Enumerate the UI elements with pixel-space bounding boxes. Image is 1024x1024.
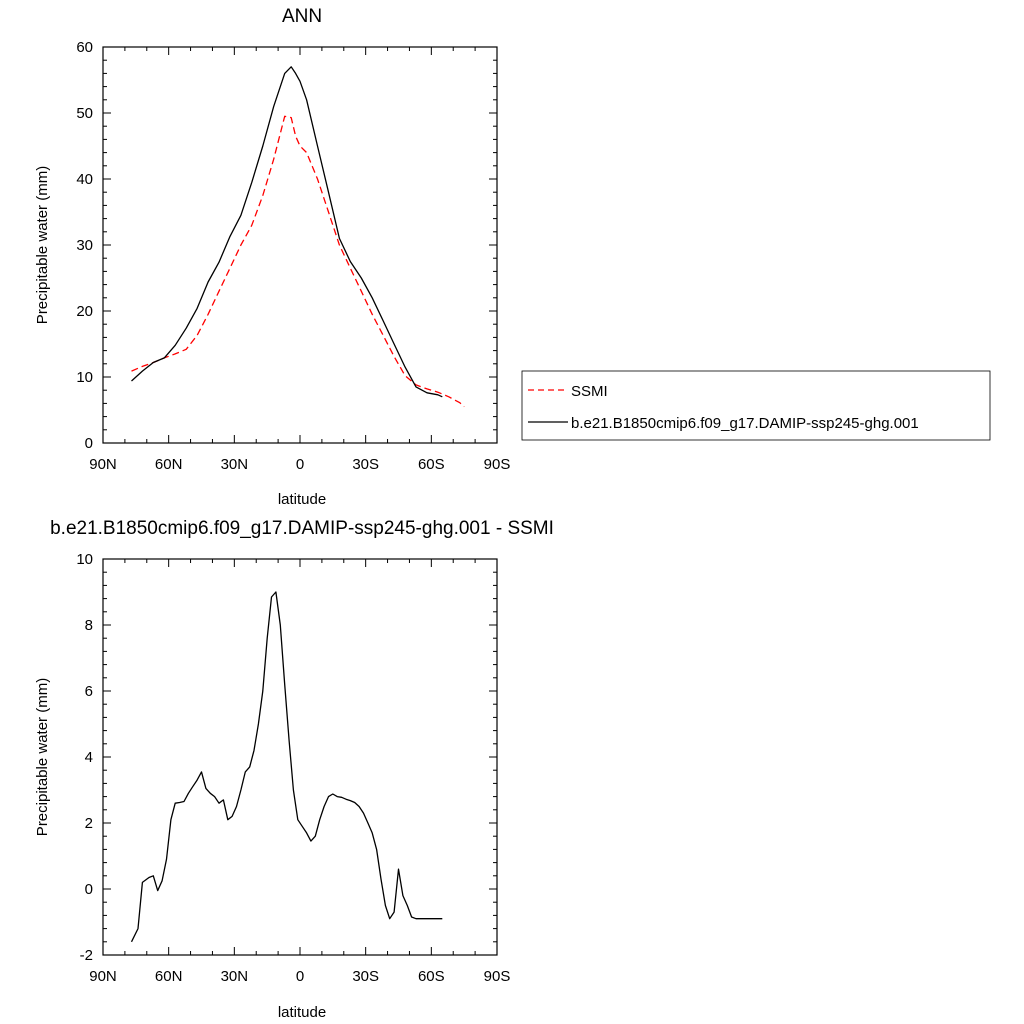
legend-box: [521, 370, 991, 441]
top-chart-title: ANN: [282, 6, 322, 27]
top-y-tick-label: 40: [76, 171, 93, 188]
bottom-x-tick-label: 60S: [418, 968, 445, 985]
bottom-y-axis-label: Precipitable water (mm): [34, 678, 51, 836]
top-series-line-b-e21-b1850cmip6-f09-g17-damip-ssp245-ghg-001: [131, 66, 443, 398]
bottom-y-tick-label: 8: [85, 617, 93, 634]
bottom-x-tick-label: 30S: [352, 968, 379, 985]
bottom-panel: b.e21.B1850cmip6.f09_g17.DAMIP-ssp245-gh…: [34, 518, 554, 1021]
legend-ssmi-label: SSMI: [571, 383, 608, 400]
top-y-axis-label: Precipitable water (mm): [34, 166, 51, 324]
bottom-chart-title: b.e21.B1850cmip6.f09_g17.DAMIP-ssp245-gh…: [50, 518, 554, 539]
top-y-tick-label: 30: [76, 237, 93, 254]
top-y-tick-label: 60: [76, 39, 93, 56]
top-y-tick-label: 10: [76, 369, 93, 386]
top-plot-frame: [102, 46, 498, 444]
bottom-x-tick-label: 0: [296, 968, 304, 985]
bottom-y-tick-label: 2: [85, 815, 93, 832]
bottom-y-tick-label: 4: [85, 749, 93, 766]
bottom-x-axis-label: latitude: [278, 1004, 326, 1021]
bottom-series-lines: [130, 591, 443, 943]
legend: SSMI b.e21.B1850cmip6.f09_g17.DAMIP-ssp2…: [521, 370, 991, 441]
top-x-tick-labels: 90N 60N 30N 0 30S 60S 90S: [89, 456, 510, 473]
bottom-y-tick-label: -2: [80, 947, 93, 964]
bottom-x-tick-label: 30N: [221, 968, 249, 985]
bottom-ticks: [102, 558, 498, 956]
top-panel: ANN 0 10 20 30 40 50 60 90N 60N 30N 0 30S 60S 90S la…: [34, 6, 991, 508]
top-x-tick-label: 0: [296, 456, 304, 473]
top-x-tick-label: 90S: [484, 456, 511, 473]
bottom-series-line-difference: [130, 591, 443, 943]
top-x-tick-label: 90N: [89, 456, 117, 473]
bottom-x-tick-label: 60N: [155, 968, 183, 985]
top-x-tick-label: 30S: [352, 456, 379, 473]
top-y-tick-labels: 0 10 20 30 40 50 60: [76, 39, 93, 452]
bottom-y-tick-label: 10: [76, 551, 93, 568]
top-x-tick-label: 30N: [221, 456, 249, 473]
top-x-tick-label: 60S: [418, 456, 445, 473]
top-x-tick-label: 60N: [155, 456, 183, 473]
bottom-y-tick-labels: -2 0 2 4 6 8 10: [76, 551, 93, 964]
bottom-y-tick-label: 0: [85, 881, 93, 898]
top-series-lines: [131, 66, 465, 408]
bottom-x-tick-label: 90S: [484, 968, 511, 985]
top-series-line-ssmi: [131, 115, 465, 408]
bottom-y-tick-label: 6: [85, 683, 93, 700]
top-y-tick-label: 20: [76, 303, 93, 320]
bottom-x-tick-label: 90N: [89, 968, 117, 985]
top-ticks: [102, 46, 498, 444]
top-x-axis-label: latitude: [278, 491, 326, 508]
legend-model-label: b.e21.B1850cmip6.f09_g17.DAMIP-ssp245-gh…: [571, 415, 919, 432]
bottom-plot-frame: [102, 558, 498, 956]
bottom-x-tick-labels: 90N 60N 30N 0 30S 60S 90S: [89, 968, 510, 985]
top-y-tick-label: 50: [76, 105, 93, 122]
top-y-tick-label: 0: [85, 435, 93, 452]
